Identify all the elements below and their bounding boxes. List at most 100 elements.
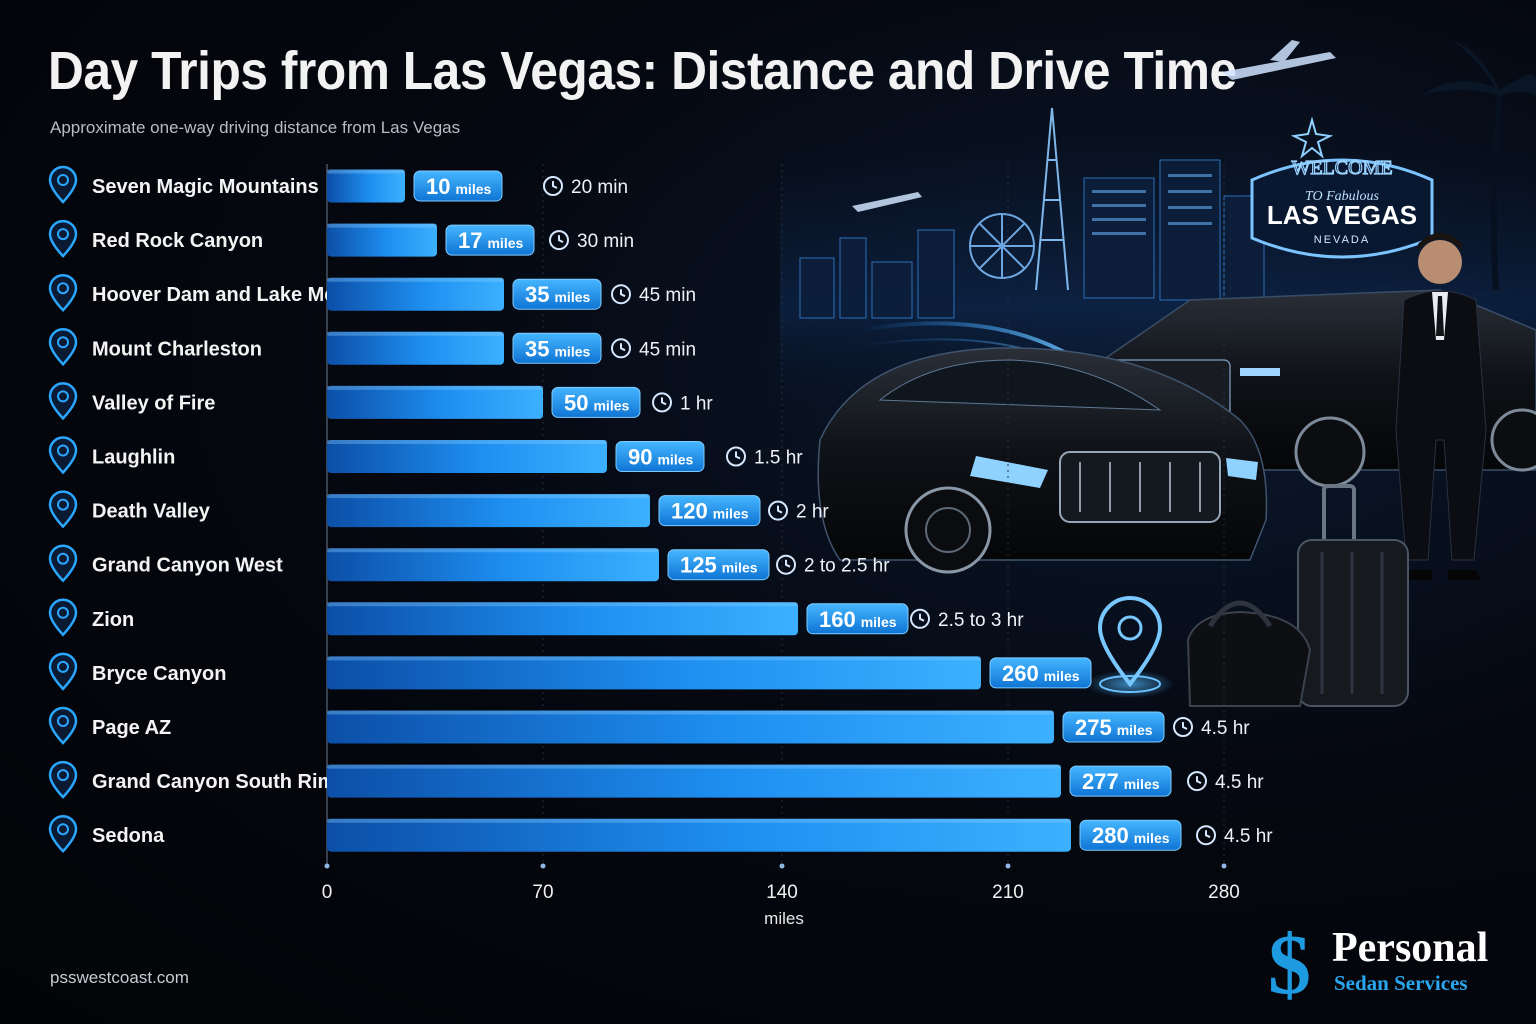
value-badge	[445, 224, 535, 256]
value-badge	[1079, 819, 1182, 851]
clock-icon	[549, 230, 569, 251]
bar	[327, 277, 504, 311]
clock-icon	[776, 554, 796, 575]
bar	[327, 494, 650, 528]
value-badge	[413, 170, 503, 202]
category-label: Laughlin	[92, 447, 175, 469]
bar-highlight	[327, 818, 1071, 823]
tick-mark	[1005, 863, 1011, 869]
bar	[327, 548, 659, 582]
value-badge	[615, 441, 705, 472]
bar	[327, 440, 607, 473]
bar-highlight	[327, 440, 607, 444]
data-label: 50 miles	[564, 390, 629, 415]
x-tick-label: 140	[766, 882, 798, 903]
category-label: Grand Canyon West	[92, 555, 283, 577]
page-title: Day Trips from Las Vegas: Distance and D…	[48, 41, 1237, 101]
drive-time-label: 1 hr	[680, 393, 713, 414]
clock-icon	[1187, 771, 1207, 792]
value-badge	[512, 332, 602, 364]
x-tick-label: 280	[1208, 882, 1240, 903]
clock-icon	[611, 284, 631, 305]
map-pin-icon	[48, 436, 78, 475]
map-pin-icon	[48, 706, 78, 745]
drive-time-label: 45 min	[639, 339, 696, 360]
clock-icon	[1196, 825, 1216, 846]
bar	[327, 602, 798, 636]
drive-time-label: 4.5 hr	[1215, 772, 1264, 793]
data-label: 120 miles	[671, 499, 749, 524]
sign-welcome: WELCOME	[1291, 157, 1392, 179]
map-pin-icon	[48, 273, 78, 313]
bar-highlight	[327, 494, 650, 499]
data-label: 260 miles	[1002, 661, 1080, 686]
tick-mark	[779, 863, 785, 869]
value-badge	[989, 657, 1092, 689]
footer-url[interactable]: psswestcoast.com	[50, 968, 189, 987]
clock-icon	[910, 608, 930, 629]
value-badge	[806, 603, 909, 635]
logo-mark: $	[1268, 916, 1311, 1012]
value-badge	[667, 549, 770, 581]
clock-icon	[768, 500, 788, 521]
bar-highlight	[327, 656, 981, 661]
x-axis-title: miles	[764, 909, 804, 928]
bar-highlight	[327, 764, 1061, 769]
data-label: 35 miles	[525, 336, 590, 361]
bar	[327, 764, 1061, 798]
category-label: Valley of Fire	[92, 392, 215, 414]
category-label: Hoover Dam and Lake Mead	[92, 284, 359, 306]
data-label: 90 miles	[628, 445, 693, 470]
bar-highlight	[327, 548, 659, 553]
drive-time-label: 2 hr	[796, 502, 829, 523]
location-pin-glow-icon	[1086, 596, 1174, 698]
data-label: 277 miles	[1082, 769, 1160, 794]
category-label: Mount Charleston	[92, 338, 262, 360]
drive-time-label: 1.5 hr	[754, 448, 803, 469]
bar-highlight	[327, 602, 798, 607]
data-label: 10 miles	[426, 174, 491, 199]
drive-time-label: 2.5 to 3 hr	[938, 610, 1024, 631]
x-tick-label: 0	[322, 882, 333, 903]
bar	[327, 710, 1054, 744]
bar	[327, 656, 981, 690]
category-label: Death Valley	[92, 501, 211, 523]
map-pin-icon	[48, 328, 78, 367]
bar-highlight	[327, 710, 1054, 715]
data-label: 125 miles	[680, 553, 758, 578]
drive-time-label: 2 to 2.5 hr	[804, 556, 890, 577]
company-logo: $ Personal Sedan Services	[1268, 916, 1508, 1012]
category-label: Zion	[92, 609, 134, 631]
x-tick-label: 210	[992, 882, 1024, 903]
chart-bars: Seven Magic Mountains 10 miles 20 min Red Ro…	[48, 165, 1273, 854]
value-badge	[512, 278, 602, 310]
bar	[327, 223, 437, 257]
map-pin-icon	[48, 219, 78, 258]
bar-highlight	[327, 331, 504, 336]
clock-icon	[652, 392, 672, 413]
logo-name: Personal	[1332, 925, 1489, 971]
bar	[327, 331, 504, 365]
x-tick-label: 70	[532, 882, 553, 903]
bar	[327, 385, 543, 419]
data-label: 17 miles	[458, 228, 523, 253]
page-subtitle: Approximate one-way driving distance fro…	[50, 118, 461, 137]
map-pin-icon	[48, 598, 78, 637]
clock-icon	[726, 446, 746, 467]
category-label: Sedona	[92, 825, 165, 847]
drive-time-label: 30 min	[577, 231, 634, 252]
bar-highlight	[327, 385, 543, 390]
clock-icon	[611, 338, 631, 359]
logo-tagline: Sedan Services	[1334, 971, 1468, 995]
category-label: Red Rock Canyon	[92, 230, 263, 252]
map-pin-icon	[48, 382, 78, 421]
bar-highlight	[327, 169, 405, 174]
bar-highlight	[327, 277, 504, 282]
drive-time-label: 4.5 hr	[1224, 826, 1273, 847]
bar	[327, 169, 405, 203]
sign-to-fabulous: TO Fabulous	[1305, 189, 1380, 204]
drive-time-label: 45 min	[639, 285, 696, 306]
tick-mark	[1221, 863, 1227, 869]
